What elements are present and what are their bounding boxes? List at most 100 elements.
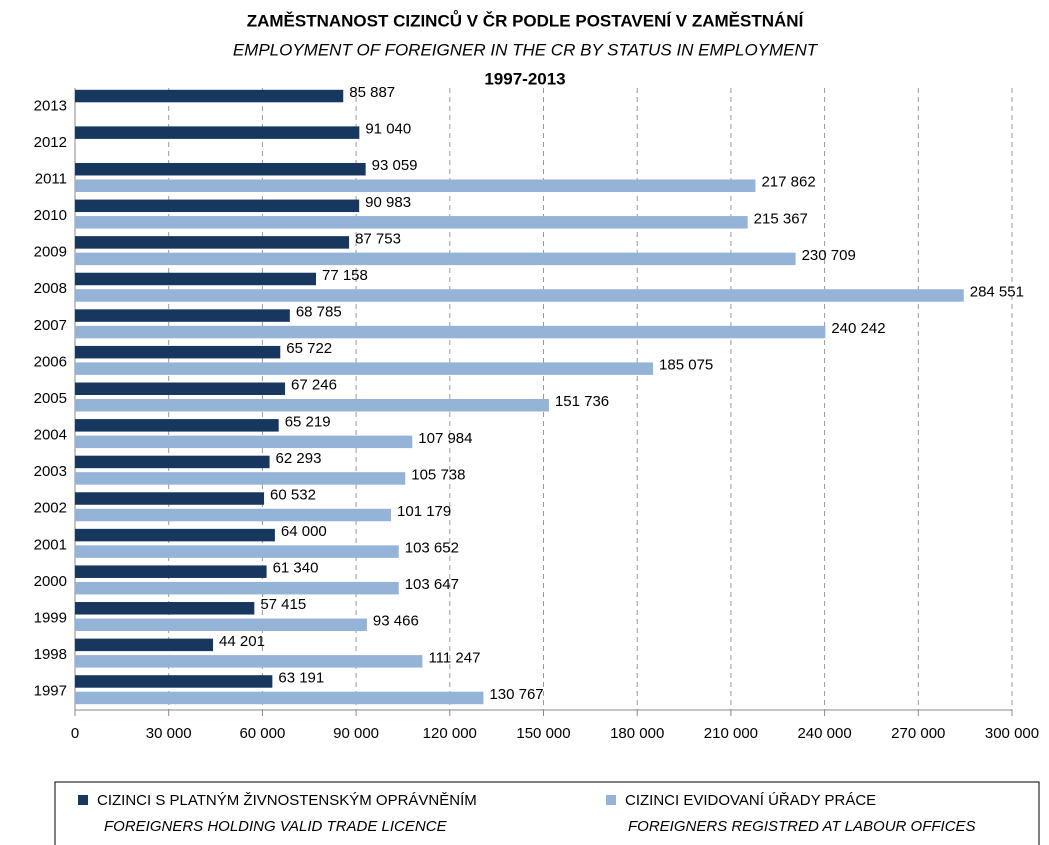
value-label: 93 466 [373,613,419,630]
value-label: 217 862 [761,174,815,191]
y-tick-label: 2008 [34,280,67,297]
value-label: 77 158 [322,267,368,284]
bar [75,162,366,176]
x-tick-label: 60 000 [239,725,285,742]
y-tick-label: 1997 [34,683,67,700]
x-tick-label: 30 000 [146,725,192,742]
value-label: 284 551 [970,283,1024,300]
bar [75,565,267,578]
y-tick-label: 2006 [34,353,67,370]
value-label: 62 293 [276,450,322,467]
bar [75,618,367,632]
y-tick-label: 2012 [34,134,67,151]
value-label: 240 242 [831,320,885,337]
y-tick-label: 2011 [35,170,67,187]
bar [75,435,413,449]
bar [75,89,344,103]
bar [75,455,270,469]
bar [75,602,255,615]
bar [75,345,281,359]
value-label: 103 652 [405,540,459,557]
value-label: 101 179 [397,503,451,520]
value-label: 65 219 [285,413,331,430]
y-tick-label: 2003 [34,463,67,480]
legend-label: CIZINCI EVIDOVANÍ ÚŘADY PRÁCE [625,792,876,809]
y-tick-label: 2005 [34,390,67,407]
legend-label: CIZINCI S PLATNÝM ŽIVNOSTENSKÝM OPRÁVNĚN… [97,792,477,809]
value-label: 93 059 [372,157,418,174]
legend-swatch [606,795,616,805]
x-tick-label: 300 000 [985,725,1039,742]
bar [75,325,826,339]
x-tick-label: 0 [71,725,79,742]
value-label: 91 040 [365,121,411,138]
y-tick-label: 2013 [34,97,67,114]
value-label: 151 736 [555,393,609,410]
legend-label-en: FOREIGNERS REGISTRED AT LABOUR OFFICES [628,818,976,835]
value-label: 107 984 [418,430,472,447]
bar [75,492,265,505]
chart-title: ZAMĚSTNANOST CIZINCŮ V ČR PODLE POSTAVEN… [247,10,805,30]
bar [75,126,360,139]
x-tick-label: 240 000 [797,725,851,742]
value-label: 230 709 [802,247,856,264]
legend-label-en: FOREIGNERS HOLDING VALID TRADE LICENCE [104,818,448,835]
chart-period: 1997-2013 [484,69,565,88]
bar [75,638,214,652]
value-label: 63 191 [278,669,324,686]
value-label: 61 340 [273,560,319,577]
value-label: 57 415 [260,596,306,613]
value-label: 68 785 [296,304,342,321]
bar [75,528,275,542]
x-tick-label: 270 000 [891,725,945,742]
y-tick-label: 2009 [34,244,67,261]
bar [75,289,964,302]
y-tick-label: 2007 [34,317,67,334]
value-label: 215 367 [754,210,808,227]
bar [75,655,423,668]
bar [75,199,360,213]
y-tick-label: 2000 [34,573,67,590]
value-label: 65 722 [286,340,332,357]
legend-swatch [78,795,88,805]
value-label: 87 753 [355,230,401,247]
bar [75,179,756,192]
value-label: 103 647 [405,576,459,593]
bar [75,216,748,229]
y-tick-label: 1999 [34,609,67,626]
y-tick-label: 2001 [34,536,67,553]
bar [75,309,290,322]
legend-box [54,781,1040,845]
value-label: 85 887 [349,84,395,101]
x-tick-label: 90 000 [333,725,379,742]
value-label: 67 246 [291,377,337,394]
x-tick-label: 180 000 [610,725,664,742]
y-tick-label: 2004 [34,427,67,444]
bar [75,545,399,558]
value-label: 64 000 [281,523,327,540]
bar [75,362,654,375]
bar [75,272,316,286]
value-label: 44 201 [219,633,265,650]
bar [75,252,796,266]
bar [75,581,399,595]
value-label: 130 767 [489,686,543,703]
chart-subtitle: EMPLOYMENT OF FOREIGNER IN THE CR BY STA… [233,40,819,59]
bar [75,236,350,249]
x-tick-label: 210 000 [704,725,758,742]
bar [75,675,273,688]
bar [75,472,406,485]
bar [75,399,549,412]
y-tick-label: 2010 [34,207,67,224]
bar [75,508,392,522]
y-tick-label: 1998 [34,646,67,663]
y-tick-label: 2002 [34,500,67,517]
bar [75,419,279,432]
bar [75,691,484,705]
x-tick-label: 120 000 [423,725,477,742]
bar [75,382,286,395]
value-label: 185 075 [659,357,713,374]
value-label: 105 738 [411,466,465,483]
x-tick-label: 150 000 [516,725,570,742]
